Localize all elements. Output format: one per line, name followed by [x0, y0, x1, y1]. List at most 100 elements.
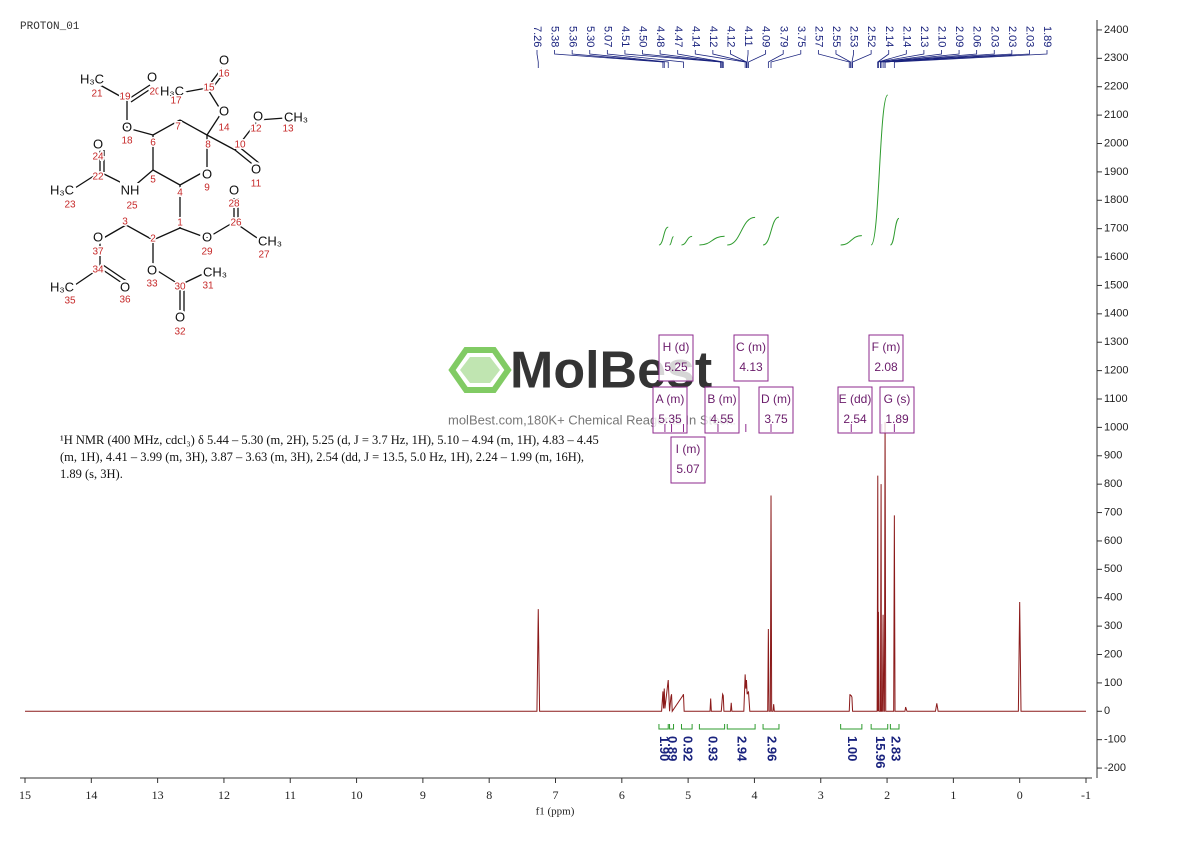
y-tick-label: 2400 [1104, 24, 1128, 36]
y-tick-label: 2200 [1104, 81, 1128, 93]
peak-label: 2.53 [848, 26, 860, 47]
atom-label: O [120, 279, 130, 294]
atom-label: O [93, 136, 103, 151]
peak-connector [571, 50, 665, 68]
atom-number: 32 [174, 327, 186, 338]
integral-curve [658, 226, 669, 246]
peak-connector [694, 50, 746, 68]
y-tick-label: 400 [1104, 592, 1122, 604]
bond [257, 117, 286, 121]
integral-curve [727, 216, 756, 246]
peak-label: 2.06 [971, 26, 983, 47]
peak-connector [880, 50, 960, 68]
multiplet-shift: 4.55 [710, 412, 734, 426]
peak-connector [624, 50, 722, 68]
y-tick-label: 800 [1104, 478, 1122, 490]
peak-label: 4.51 [619, 26, 631, 47]
nmr-description: ¹H NMR (400 MHz, cdcl₃) δ 5.44 – 5.30 (m… [60, 433, 599, 481]
peak-label: 4.09 [760, 26, 772, 47]
x-tick-label: 4 [751, 788, 757, 802]
peak-label: 7.26 [531, 26, 543, 47]
multiplet-label: C (m) [736, 340, 766, 354]
peak-label: 2.03 [988, 26, 1000, 47]
x-tick-label: 7 [553, 788, 559, 802]
atom-number: 37 [92, 247, 104, 258]
bond [206, 67, 223, 89]
multiplet-box [868, 334, 904, 382]
atom-label: O [253, 108, 263, 123]
atom-label: O [175, 309, 185, 324]
bond [99, 171, 133, 189]
bond [206, 111, 223, 136]
y-tick-label: -100 [1104, 734, 1126, 746]
y-tick-label: 2100 [1104, 109, 1128, 121]
bond [99, 84, 128, 101]
y-tick-label: 700 [1104, 506, 1122, 518]
peak-label: 2.14 [883, 26, 895, 47]
atom-number: 20 [149, 87, 161, 98]
multiplet-box [879, 386, 915, 434]
atom-label: O [122, 119, 132, 134]
integral-bracket [762, 724, 780, 730]
peak-connector [659, 50, 724, 68]
x-tick-label: 8 [486, 788, 492, 802]
integral-label: 15.96 [873, 736, 888, 769]
atom-number: 23 [64, 200, 76, 211]
peak-connector [589, 50, 669, 68]
peak-label: 2.10 [936, 26, 948, 47]
multiplet-box [652, 386, 688, 434]
peak-label: 4.14 [689, 26, 701, 47]
atom-number: 19 [119, 92, 131, 103]
integral-bracket [669, 724, 675, 730]
atom-label: H₃C [50, 182, 74, 197]
peak-label: 4.50 [637, 26, 649, 47]
y-tick-label: 1600 [1104, 251, 1128, 263]
atom-number: 26 [230, 218, 242, 229]
peak-label: 4.47 [672, 26, 684, 47]
x-tick-label: 14 [85, 788, 97, 802]
bond [152, 227, 181, 241]
peak-label: 5.30 [584, 26, 596, 47]
peak-connector [893, 50, 1048, 68]
y-tick-label: 100 [1104, 677, 1122, 689]
y-tick-label: 2000 [1104, 137, 1128, 149]
multiplet-box [704, 386, 740, 434]
multiplet-label: I (m) [676, 442, 701, 456]
peak-connector [878, 50, 925, 68]
x-tick-label: 2 [884, 788, 890, 802]
atom-number: 15 [203, 83, 215, 94]
atom-number: 30 [174, 282, 186, 293]
y-tick-label: 1100 [1104, 393, 1128, 405]
x-tick-label: 9 [420, 788, 426, 802]
peak-label: 2.03 [1006, 26, 1018, 47]
y-tick-label: 1200 [1104, 365, 1128, 377]
atom-number: 3 [122, 217, 128, 228]
bond [152, 119, 181, 136]
y-tick-label: 600 [1104, 535, 1122, 547]
atom-number: 29 [201, 247, 213, 258]
x-tick-label: 3 [818, 788, 824, 802]
bond [206, 87, 223, 113]
x-tick-label: 1 [950, 788, 956, 802]
peak-connector [767, 50, 784, 68]
y-tick-label: 2300 [1104, 52, 1128, 64]
atom-label: CH₃ [284, 109, 308, 124]
multiplet-label: E (dd) [839, 392, 872, 406]
integral-bracket [840, 724, 863, 730]
atom-label: O [93, 229, 103, 244]
integral-bracket [870, 724, 889, 730]
bond [131, 169, 154, 189]
peak-connector [770, 50, 802, 68]
atom-number: 8 [205, 140, 211, 151]
bond [179, 169, 208, 186]
atom-number: 24 [92, 152, 104, 163]
atom-label: CH₃ [258, 233, 282, 248]
integral-label: 0.93 [706, 736, 721, 761]
multiplet-box [733, 334, 769, 382]
atom-number: 17 [170, 96, 182, 107]
x-tick-label: -1 [1081, 788, 1091, 802]
peak-label: 4.11 [742, 26, 754, 47]
multiplet-label: A (m) [656, 392, 685, 406]
atom-number: 36 [119, 295, 131, 306]
